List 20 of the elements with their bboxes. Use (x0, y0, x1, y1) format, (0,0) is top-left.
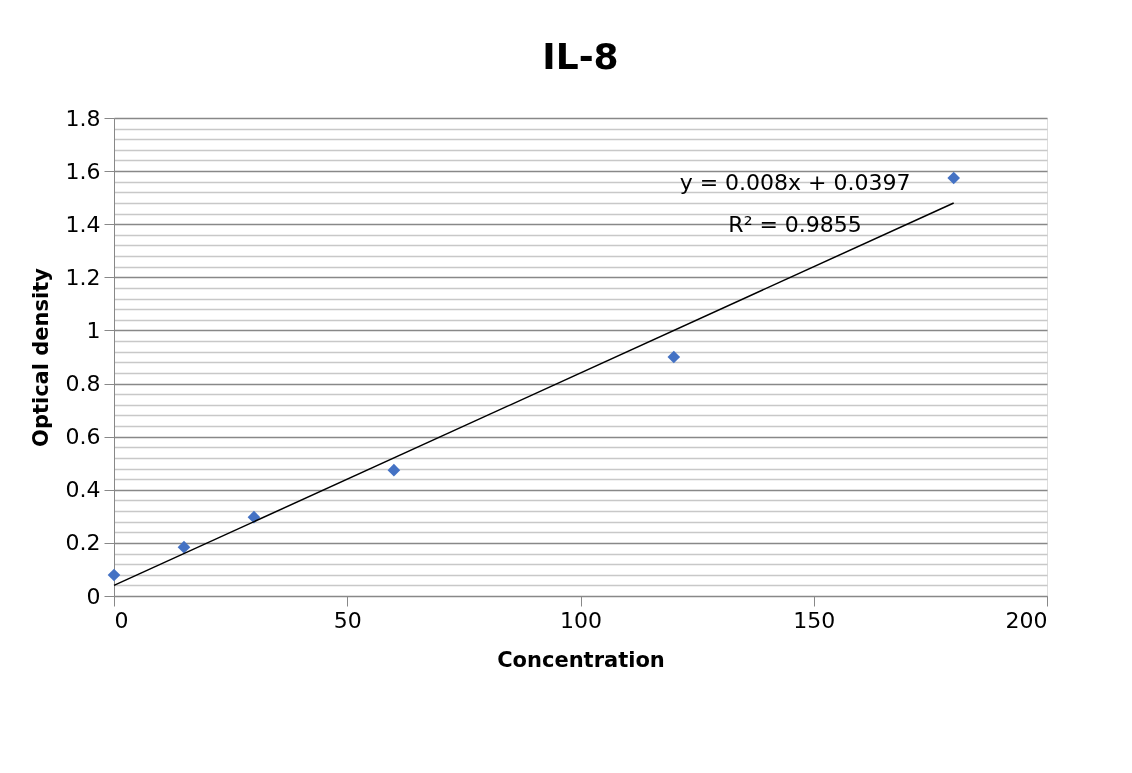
x-tick-label: 100 (560, 607, 602, 633)
y-tick-label: 0.8 (65, 371, 101, 397)
y-tick-label: 1.2 (65, 264, 101, 290)
x-tick-label: 0 (114, 607, 129, 633)
y-tick-label: 0.2 (65, 530, 101, 556)
y-tick-label: 0.4 (65, 477, 101, 503)
x-tick-label: 200 (1005, 607, 1048, 633)
y-tick-label: 1 (86, 317, 101, 343)
y-tick-label: 1.8 (65, 105, 101, 131)
chart-title: IL-8 (542, 36, 619, 77)
annotation: y = 0.008x + 0.0397 (679, 170, 911, 195)
annotation: R² = 0.9855 (728, 212, 862, 237)
x-tick-label: 50 (333, 607, 362, 633)
x-tick-label: 150 (793, 607, 836, 633)
y-tick-label: 1.4 (65, 211, 101, 237)
x-axis-title: Concentration (497, 647, 665, 672)
y-tick-label: 1.6 (65, 158, 101, 184)
y-axis-title: Optical density (28, 267, 53, 447)
y-tick-label: 0 (86, 583, 101, 609)
y-tick-label: 0.6 (65, 424, 101, 450)
